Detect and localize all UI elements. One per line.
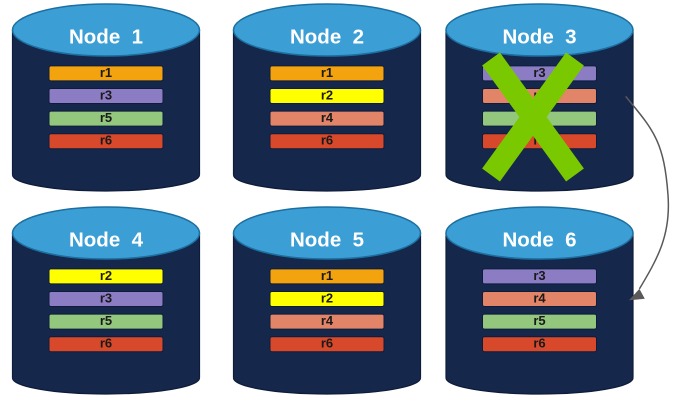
svg-text:r5: r5	[533, 313, 545, 328]
svg-text:r3: r3	[533, 65, 545, 80]
svg-text:r1: r1	[321, 65, 333, 80]
svg-text:Node 4: Node 4	[69, 229, 144, 252]
svg-text:r3: r3	[100, 88, 112, 103]
svg-text:Node 3: Node 3	[502, 26, 576, 49]
svg-text:r3: r3	[533, 268, 545, 283]
svg-text:r1: r1	[100, 65, 112, 80]
svg-text:r6: r6	[533, 336, 545, 351]
svg-text:r4: r4	[321, 313, 334, 328]
svg-text:r5: r5	[100, 110, 112, 125]
svg-text:r4: r4	[533, 291, 546, 306]
svg-text:r2: r2	[321, 291, 333, 306]
svg-text:Node 5: Node 5	[290, 229, 364, 252]
svg-text:r6: r6	[100, 336, 112, 351]
svg-text:r6: r6	[321, 336, 333, 351]
svg-text:Node 2: Node 2	[290, 26, 364, 49]
svg-text:r6: r6	[100, 133, 112, 148]
svg-text:r6: r6	[321, 133, 333, 148]
svg-text:r1: r1	[321, 268, 333, 283]
svg-text:r2: r2	[100, 268, 112, 283]
svg-text:r2: r2	[321, 88, 333, 103]
svg-text:Node 1: Node 1	[69, 26, 143, 49]
svg-text:r5: r5	[100, 313, 112, 328]
svg-text:Node 6: Node 6	[502, 229, 576, 252]
svg-text:r4: r4	[321, 110, 334, 125]
svg-text:r3: r3	[100, 291, 112, 306]
